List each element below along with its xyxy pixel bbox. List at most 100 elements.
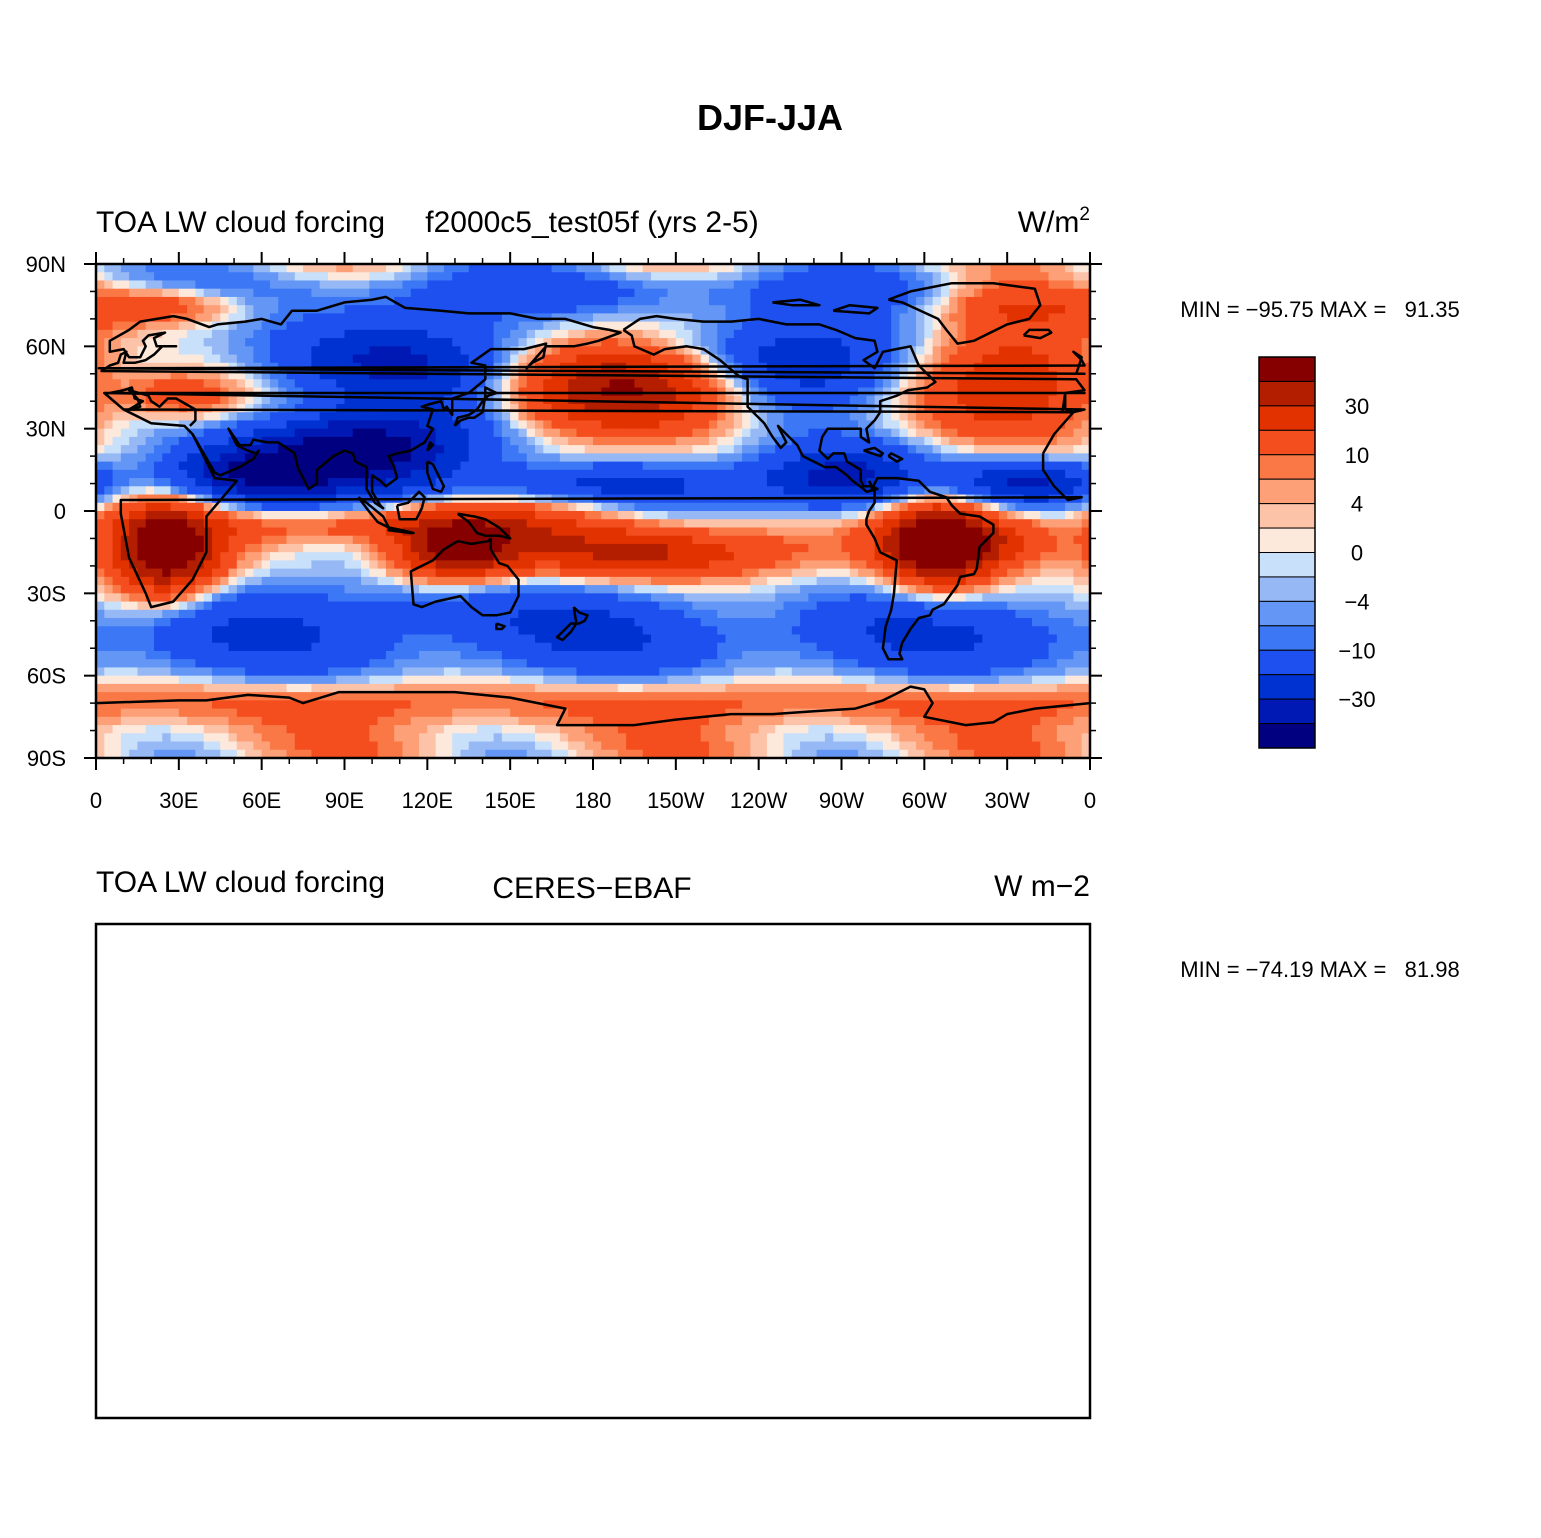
field-cell: [692, 552, 702, 561]
field-cell: [236, 329, 246, 339]
field-cell: [576, 338, 586, 347]
field-cell: [153, 552, 163, 561]
field-cell: [1073, 543, 1083, 553]
field-cell: [120, 321, 130, 331]
field-cell: [584, 346, 594, 356]
field-cell: [642, 585, 652, 594]
field-cell: [104, 502, 114, 512]
field-cell: [642, 420, 652, 430]
field-cell: [452, 453, 462, 463]
field-cell: [717, 420, 727, 430]
field-cell: [311, 601, 321, 611]
field-cell: [303, 420, 312, 430]
field-cell: [245, 486, 254, 496]
field-cell: [940, 585, 950, 594]
field-cell: [402, 469, 412, 479]
field-cell: [568, 478, 578, 487]
field-cell: [1048, 264, 1058, 273]
field-cell: [319, 371, 329, 380]
field-cell: [891, 593, 901, 603]
field-cell: [485, 593, 495, 603]
field-cell: [932, 552, 942, 561]
field-cell: [708, 280, 718, 290]
field-cell: [700, 280, 710, 290]
field-cell: [311, 461, 321, 471]
field-cell: [1048, 436, 1058, 446]
field-cell: [982, 511, 992, 520]
field-cell: [369, 329, 379, 339]
field-cell: [220, 568, 230, 578]
field-cell: [493, 280, 503, 290]
field-cell: [949, 264, 959, 273]
field-cell: [402, 280, 412, 290]
field-cell: [733, 552, 743, 561]
field-cell: [1081, 354, 1090, 364]
field-cell: [916, 420, 925, 430]
field-cell: [998, 585, 1008, 594]
field-cell: [303, 371, 312, 380]
field-cell: [916, 453, 925, 463]
field-cell: [385, 428, 395, 438]
field-cell: [891, 305, 901, 314]
field-cell: [460, 601, 470, 611]
field-cell: [112, 436, 122, 446]
field-cell: [940, 288, 950, 298]
field-cell: [1056, 576, 1066, 586]
field-cell: [385, 585, 395, 594]
field-cell: [1056, 379, 1066, 389]
field-cell: [882, 420, 892, 430]
field-cell: [369, 313, 379, 323]
field-cell: [601, 576, 611, 586]
field-cell: [344, 445, 354, 454]
field-cell: [187, 436, 196, 446]
field-cell: [518, 321, 528, 331]
field-cell: [162, 601, 172, 611]
field-cell: [187, 313, 196, 323]
field-cell: [593, 288, 602, 298]
field-cell: [485, 321, 495, 331]
field-cell: [626, 305, 636, 314]
field-cell: [419, 296, 428, 306]
field-cell: [278, 403, 288, 413]
field-cell: [849, 403, 859, 413]
field-cell: [949, 313, 959, 323]
field-cell: [675, 428, 685, 438]
field-cell: [617, 568, 627, 578]
field-cell: [841, 428, 851, 438]
field-cell: [700, 543, 710, 553]
field-cell: [195, 296, 205, 306]
field-cell: [170, 543, 180, 553]
field-cell: [858, 280, 867, 290]
field-cell: [684, 395, 693, 405]
field-cell: [178, 568, 188, 578]
field-cell: [245, 321, 254, 331]
field-cell: [684, 296, 693, 306]
field-cell: [510, 346, 520, 356]
field-cell: [1048, 560, 1058, 570]
field-cell: [758, 305, 768, 314]
field-cell: [236, 478, 246, 487]
field-cell: [170, 403, 180, 413]
field-cell: [402, 453, 412, 463]
field-cell: [841, 338, 851, 347]
field-cell: [833, 511, 843, 520]
field-cell: [112, 519, 122, 529]
field-cell: [667, 288, 677, 298]
field-cell: [477, 329, 486, 339]
field-cell: [957, 453, 967, 463]
field-cell: [361, 338, 370, 347]
field-cell: [874, 461, 884, 471]
field-cell: [361, 395, 370, 405]
field-cell: [650, 354, 660, 364]
field-cell: [369, 601, 379, 611]
field-cell: [460, 543, 470, 553]
field-cell: [137, 552, 147, 561]
field-cell: [178, 371, 188, 380]
field-cell: [112, 560, 122, 570]
field-cell: [501, 519, 511, 529]
field-cell: [195, 313, 205, 323]
field-cell: [783, 576, 793, 586]
field-cell: [1040, 576, 1050, 586]
field-cell: [568, 568, 578, 578]
field-cell: [609, 576, 619, 586]
